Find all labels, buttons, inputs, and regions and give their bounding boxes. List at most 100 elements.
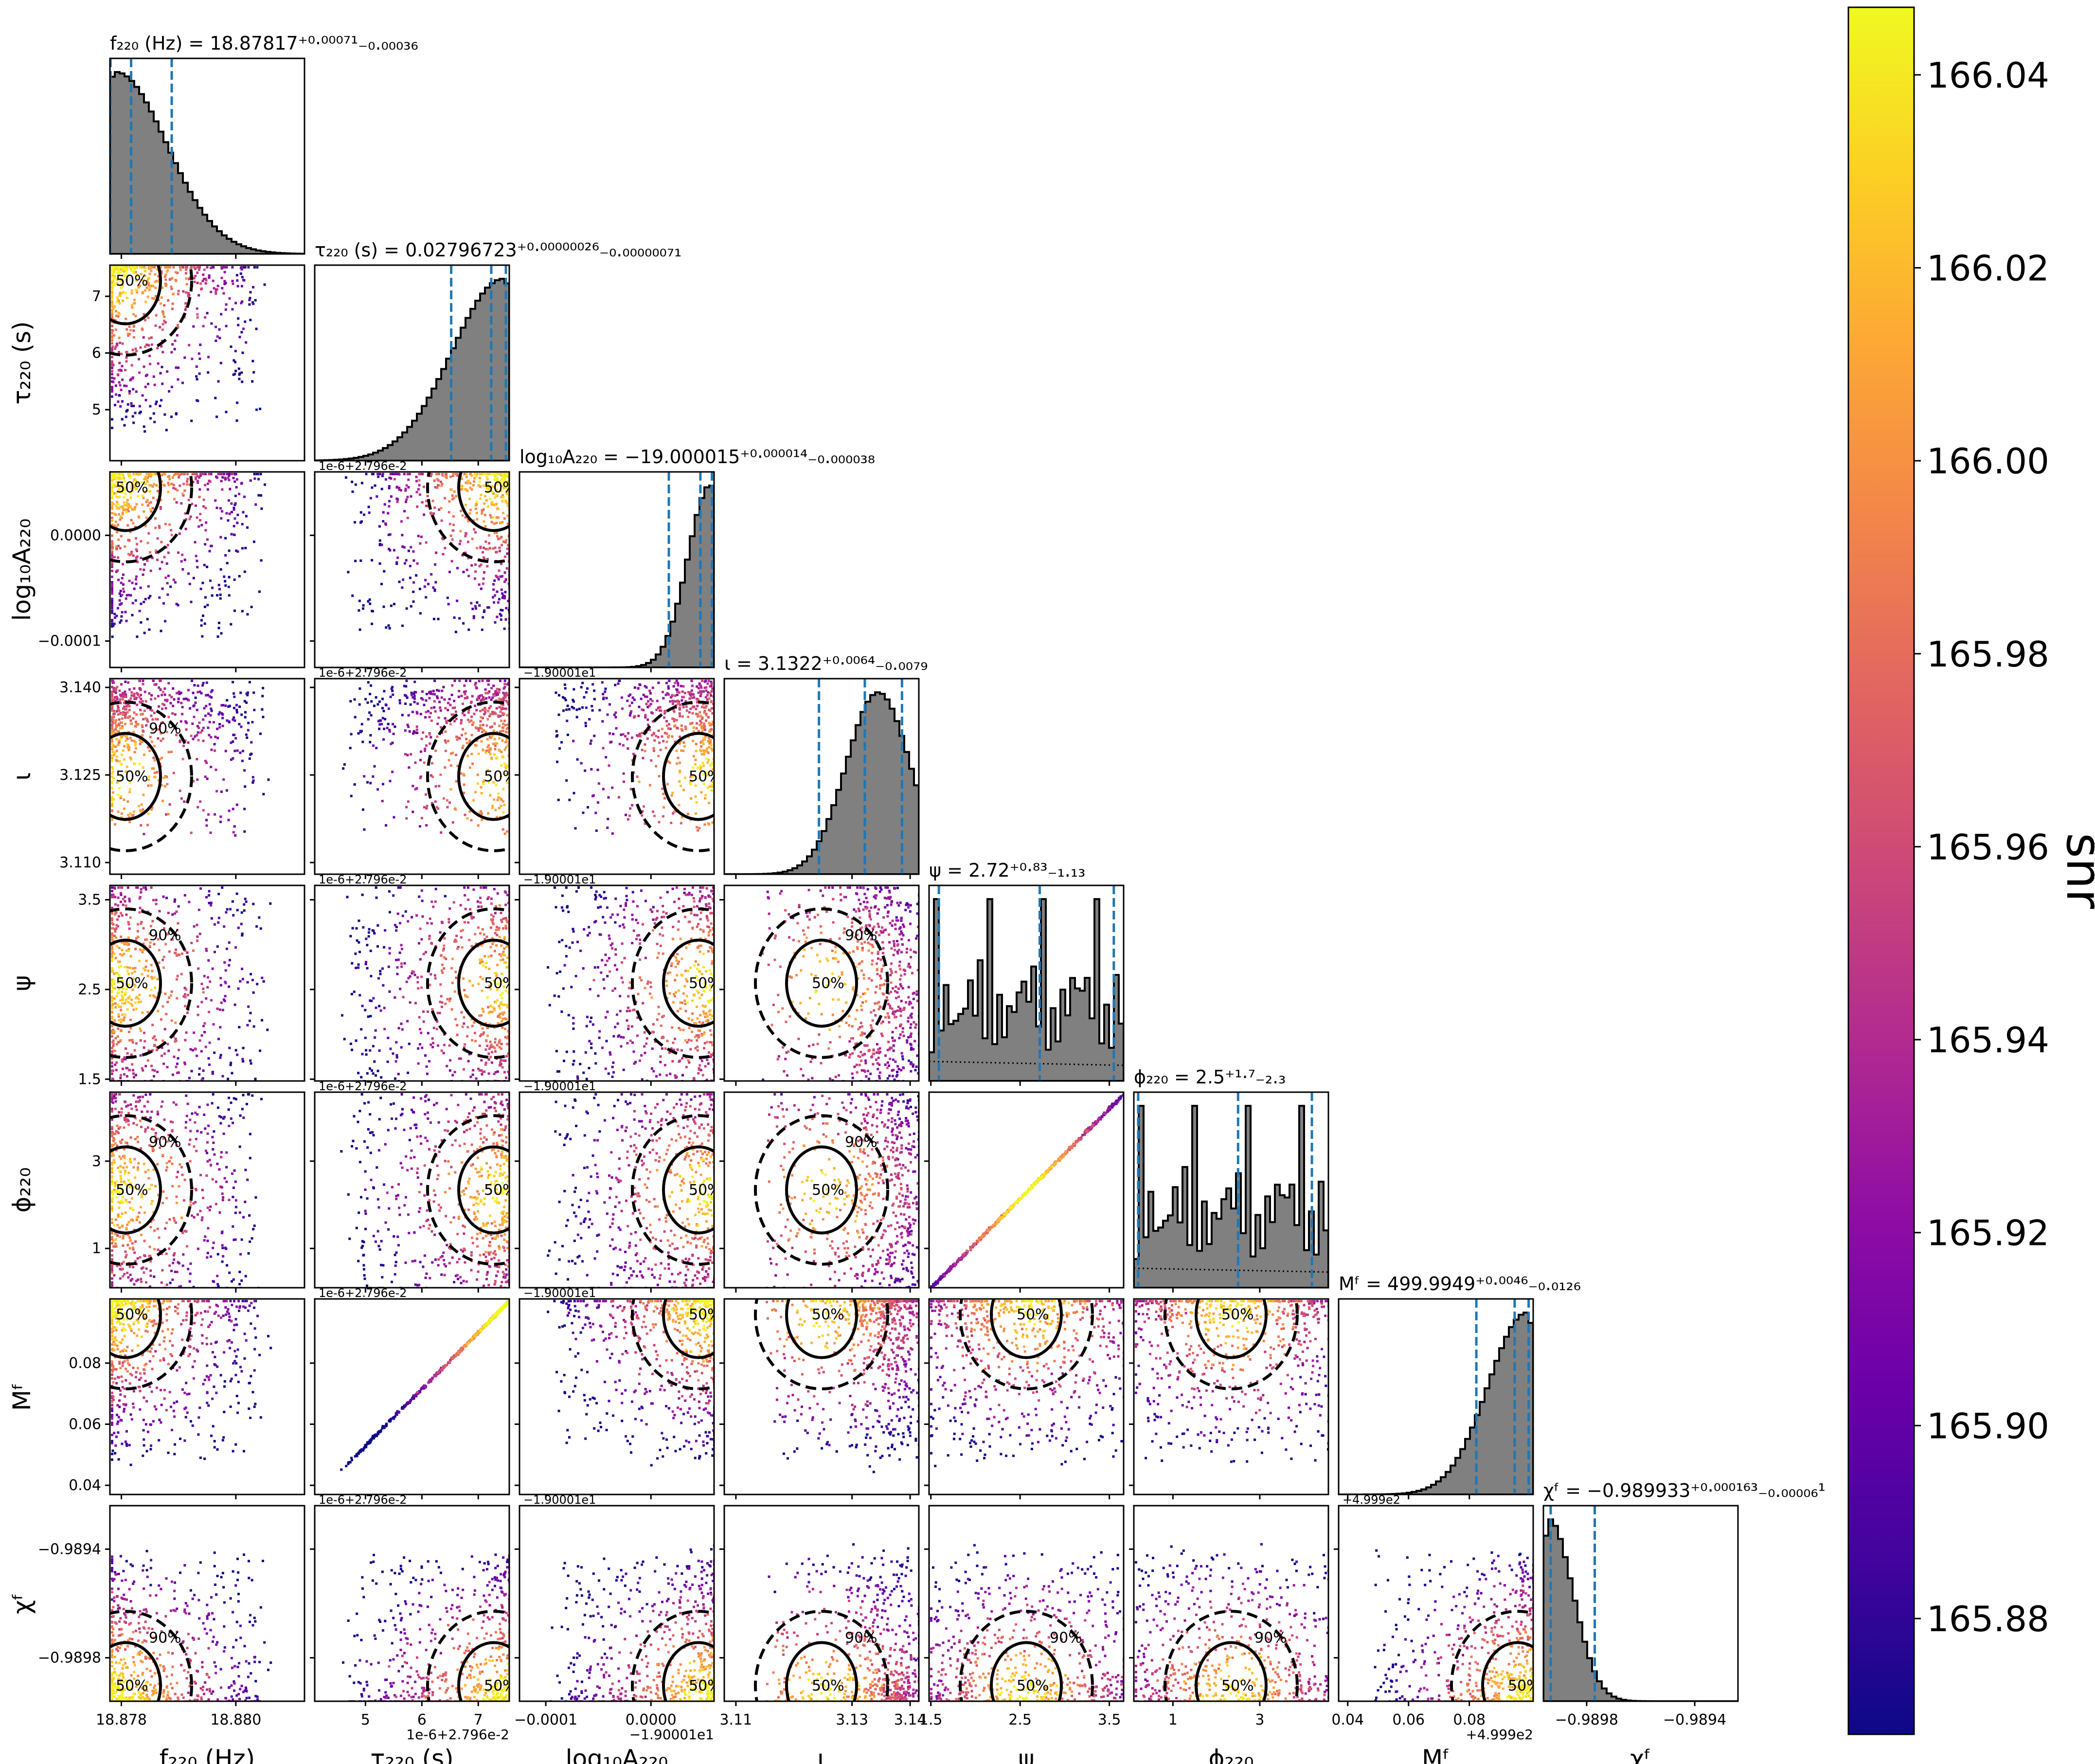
sample-point: [111, 605, 113, 608]
sample-point: [156, 347, 159, 350]
contour-label-50: 50%: [689, 768, 721, 785]
sample-point: [667, 727, 670, 730]
sample-point: [500, 775, 502, 778]
sample-point: [672, 685, 675, 688]
sample-point: [680, 785, 682, 788]
sample-point: [133, 1076, 135, 1079]
sample-point: [127, 813, 130, 816]
sample-point: [160, 739, 162, 742]
sample-point: [227, 705, 230, 708]
sample-point: [458, 617, 461, 620]
sample-point: [681, 696, 684, 699]
sample-point: [465, 738, 468, 740]
sample-point: [116, 759, 119, 762]
sample-point: [425, 504, 428, 507]
sample-point: [172, 484, 175, 486]
sample-point: [663, 716, 666, 719]
sample-point: [611, 786, 614, 789]
sample-point: [504, 724, 507, 727]
sample-point: [159, 326, 161, 329]
sample-point: [134, 762, 137, 765]
sample-point: [180, 702, 183, 704]
sample-point: [386, 1061, 389, 1063]
sample-point: [111, 312, 113, 315]
sample-point: [203, 1022, 206, 1025]
sample-point: [122, 563, 125, 566]
sample-point: [380, 543, 383, 546]
sample-point: [171, 343, 174, 346]
sample-point: [481, 730, 483, 733]
sample-point: [378, 700, 381, 703]
sample-point: [407, 478, 410, 481]
sample-point: [176, 1062, 179, 1065]
sample-point: [143, 948, 145, 951]
sample-point: [496, 477, 499, 480]
sample-point: [240, 302, 243, 305]
sample-point: [700, 726, 703, 729]
sample-point: [111, 314, 113, 317]
sample-point: [262, 686, 265, 689]
sample-point: [376, 924, 379, 927]
sample-point: [438, 785, 441, 788]
sample-point: [711, 768, 714, 771]
sample-point: [638, 705, 641, 708]
sample-point: [371, 559, 374, 562]
sample-point: [701, 680, 703, 682]
sample-point: [234, 370, 237, 372]
sample-point: [361, 1053, 364, 1056]
sample-point: [192, 691, 195, 694]
sample-point: [361, 740, 364, 743]
sample-point: [700, 745, 703, 748]
sample-point: [111, 588, 113, 591]
sample-point: [177, 697, 180, 700]
sample-point: [455, 754, 458, 756]
sample-point: [111, 805, 113, 808]
sample-point: [506, 522, 509, 525]
sample-point: [372, 930, 375, 933]
sample-point: [394, 924, 396, 927]
sample-point: [205, 704, 208, 707]
sample-point: [390, 495, 393, 498]
sample-point: [487, 710, 490, 713]
sample-point: [690, 780, 693, 783]
sample-point: [426, 495, 429, 498]
sample-point: [694, 795, 697, 798]
sample-point: [233, 750, 236, 753]
sample-point: [197, 726, 200, 729]
sample-point: [378, 723, 381, 726]
sample-point: [472, 721, 475, 724]
sample-point: [183, 987, 186, 990]
sample-point: [160, 784, 163, 787]
sample-point: [142, 808, 144, 811]
sample-point: [142, 793, 145, 796]
sample-point: [402, 996, 405, 999]
sample-point: [119, 484, 122, 486]
sample-point: [451, 529, 454, 532]
sample-point: [471, 695, 474, 698]
sample-point: [178, 692, 181, 695]
sample-point: [238, 492, 241, 495]
sample-point: [120, 893, 123, 896]
sample-point: [153, 383, 156, 386]
sample-point: [131, 348, 134, 351]
sample-point: [406, 473, 409, 475]
sample-point: [214, 396, 217, 399]
sample-point: [443, 797, 445, 800]
sample-point: [217, 1038, 220, 1041]
sample-point: [503, 1071, 506, 1074]
sample-point: [131, 989, 134, 991]
sample-point: [658, 821, 661, 824]
sample-point: [199, 731, 202, 734]
sample-point: [452, 901, 455, 904]
sample-point: [685, 705, 688, 708]
sample-point: [708, 823, 711, 826]
sample-point: [128, 927, 131, 930]
sample-point: [119, 621, 122, 624]
sample-point: [202, 988, 205, 990]
sample-point: [119, 999, 122, 1002]
sample-point: [414, 731, 417, 734]
sample-point: [662, 740, 665, 742]
hist-title-tau220: τ₂₂₀ (s) = 0.02796723⁺⁰·⁰⁰⁰⁰⁰⁰²⁶₋₀.₀₀₀₀₀…: [315, 239, 681, 261]
sample-point: [376, 945, 379, 948]
sample-point: [204, 1045, 207, 1048]
